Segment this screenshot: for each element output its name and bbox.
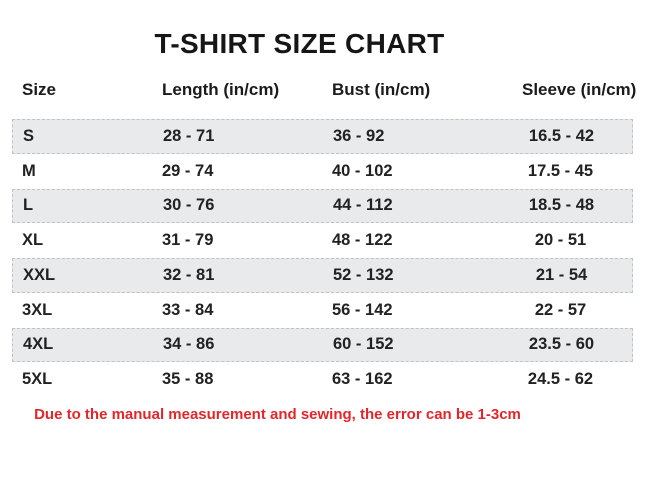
column-header-sleeve: Sleeve (in/cm)	[522, 80, 637, 99]
length-cell: 31 - 79	[162, 231, 214, 250]
sleeve-cell: 24.5 - 62	[527, 370, 594, 389]
table-row: XXL 32 - 81 52 - 132 21 - 54	[12, 258, 633, 293]
length-cell: 28 - 71	[163, 126, 215, 145]
table-row: XL 31 - 79 48 - 122 20 - 51	[12, 223, 633, 258]
column-header-length: Length (in/cm)	[162, 80, 280, 99]
size-cell: XXL	[23, 265, 56, 284]
column-header-bust: Bust (in/cm)	[332, 80, 431, 99]
length-cell: 35 - 88	[162, 370, 214, 389]
size-cell: 4XL	[23, 335, 54, 354]
sleeve-cell: 17.5 - 45	[527, 161, 594, 180]
size-cell: XL	[22, 231, 44, 250]
size-cell: L	[23, 196, 34, 215]
bust-cell: 56 - 142	[332, 300, 393, 319]
table-row: 4XL 34 - 86 60 - 152 23.5 - 60	[12, 327, 633, 363]
bust-cell: 44 - 112	[333, 196, 393, 215]
bust-cell: 36 - 92	[333, 126, 385, 145]
bust-cell: 52 - 132	[333, 265, 394, 284]
size-chart-page: T-SHIRT SIZE CHART Size Length (in/cm) B…	[12, 26, 637, 425]
length-cell: 32 - 81	[163, 265, 215, 284]
size-cell: M	[22, 161, 36, 180]
table-row: 5XL 35 - 88 63 - 162 24.5 - 62	[12, 362, 633, 397]
size-cell: S	[23, 126, 35, 145]
page-title: T-SHIRT SIZE CHART	[154, 28, 445, 59]
size-cell: 3XL	[22, 300, 53, 319]
sleeve-cell: 16.5 - 42	[528, 126, 595, 145]
sleeve-cell: 23.5 - 60	[528, 335, 595, 354]
length-cell: 29 - 74	[162, 161, 214, 180]
bust-cell: 60 - 152	[333, 335, 394, 354]
sleeve-cell: 18.5 - 48	[528, 196, 595, 215]
sleeve-cell: 22 - 57	[534, 300, 587, 319]
bust-cell: 40 - 102	[332, 161, 393, 180]
sleeve-cell: 20 - 51	[534, 231, 587, 250]
measurement-note: Due to the manual measurement and sewing…	[34, 406, 521, 423]
column-header-size: Size	[22, 80, 57, 99]
length-cell: 30 - 76	[163, 196, 215, 215]
bust-cell: 48 - 122	[332, 231, 393, 250]
length-cell: 34 - 86	[163, 335, 215, 354]
table-row: S 28 - 71 36 - 92 16.5 - 42	[12, 119, 633, 154]
length-cell: 33 - 84	[162, 300, 214, 319]
table-row: M 29 - 74 40 - 102 17.5 - 45	[12, 154, 633, 189]
size-cell: 5XL	[22, 370, 53, 389]
table-row: 3XL 33 - 84 56 - 142 22 - 57	[12, 293, 633, 328]
table-header-row: Size Length (in/cm) Bust (in/cm) Sleeve …	[12, 78, 637, 102]
bust-cell: 63 - 162	[332, 370, 393, 389]
size-table: S 28 - 71 36 - 92 16.5 - 42 M 29 - 74 40…	[12, 119, 633, 397]
table-row: L 30 - 76 44 - 112 18.5 - 48	[12, 188, 633, 224]
sleeve-cell: 21 - 54	[535, 265, 588, 284]
